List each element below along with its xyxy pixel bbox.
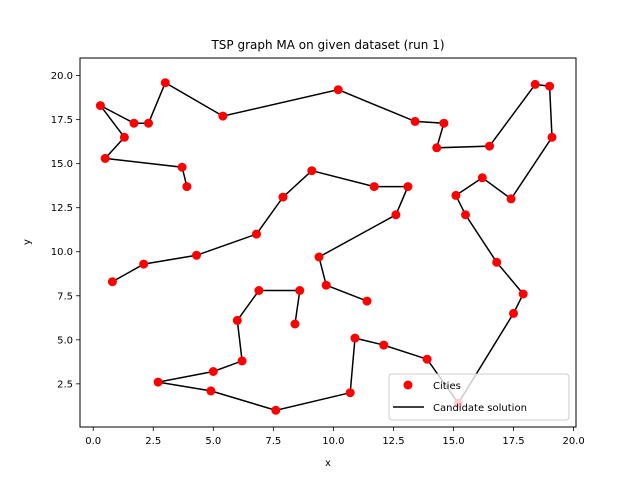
city-point-25	[278, 192, 288, 202]
plot-area	[80, 58, 576, 427]
city-point-24	[182, 182, 192, 192]
city-point-12	[432, 143, 442, 153]
legend-label-solution: Candidate solution	[433, 403, 527, 414]
city-point-17	[160, 78, 170, 88]
legend-box	[388, 373, 570, 421]
city-point-32	[362, 296, 372, 306]
city-point-29	[391, 210, 401, 220]
city-point-42	[350, 333, 360, 343]
city-point-27	[369, 182, 379, 192]
city-point-9	[545, 81, 555, 91]
city-point-36	[237, 356, 247, 366]
city-point-1	[509, 308, 518, 318]
x-tick-label-0: 0.0	[85, 436, 101, 447]
city-point-47	[139, 259, 149, 269]
city-point-39	[206, 386, 216, 396]
y-tick-label-3: 10.0	[51, 247, 73, 258]
city-point-20	[95, 101, 105, 111]
city-point-14	[410, 116, 420, 126]
city-point-26	[307, 166, 317, 176]
city-point-30	[314, 252, 324, 262]
legend-label-cities: Cities	[433, 381, 461, 392]
x-tick-label-3: 7.5	[265, 436, 281, 447]
city-point-40	[271, 405, 281, 415]
city-point-34	[254, 286, 264, 295]
plot-frame	[79, 57, 577, 428]
x-tick-label-8: 20.0	[562, 436, 584, 447]
solution-path-1	[112, 169, 410, 302]
city-point-4	[461, 210, 470, 220]
city-point-43	[379, 340, 389, 350]
solution-path-2	[157, 289, 459, 412]
x-tick-label-4: 10.0	[322, 436, 344, 447]
city-point-46	[107, 277, 117, 287]
city-point-21	[119, 132, 129, 142]
city-point-35	[232, 315, 242, 325]
x-tick-label-2: 5.0	[205, 436, 221, 447]
city-point-33	[295, 286, 305, 295]
city-point-2	[518, 289, 528, 299]
x-tick-label-1: 2.5	[145, 436, 161, 447]
chart-title: TSP graph MA on given dataset (run 1)	[210, 38, 444, 52]
y-tick-label-6: 17.5	[51, 115, 73, 126]
city-point-18	[144, 118, 153, 128]
city-point-10	[530, 79, 540, 89]
legend-marker-cities	[403, 380, 413, 390]
city-point-6	[477, 173, 487, 183]
city-point-5	[451, 190, 461, 200]
y-tick-label-1: 5.0	[57, 335, 73, 346]
city-point-11	[485, 141, 494, 151]
x-tick-label-6: 15.0	[442, 436, 464, 447]
city-point-41	[345, 388, 355, 398]
x-tick-label-7: 17.5	[502, 436, 524, 447]
y-tick-label-2: 7.5	[57, 291, 73, 302]
city-point-28	[403, 182, 413, 192]
city-point-37	[208, 367, 218, 376]
city-point-16	[218, 111, 228, 121]
x-tick-label-5: 12.5	[382, 436, 404, 447]
city-point-31	[321, 280, 331, 290]
city-point-49	[252, 229, 261, 239]
city-point-23	[177, 162, 187, 172]
plot-layer	[95, 78, 557, 415]
city-point-44	[422, 354, 432, 364]
city-point-38	[153, 377, 163, 387]
y-tick-label-4: 12.5	[51, 203, 73, 214]
x-axis-label: x	[325, 458, 331, 469]
city-point-13	[439, 118, 449, 128]
city-point-22	[100, 153, 110, 163]
city-point-19	[129, 118, 139, 128]
y-tick-label-7: 20.0	[51, 71, 73, 82]
city-point-7	[506, 194, 516, 204]
city-point-48	[192, 250, 201, 260]
city-point-45	[290, 319, 300, 329]
y-axis-label: y	[22, 239, 33, 245]
ticks-layer: 0.0 2.5 5.0 7.5 10.0 12.5 15.0 17.5 20.0 2.5 5.0 7.…	[51, 71, 585, 447]
legend: Cities Candidate solution	[388, 373, 570, 421]
city-point-15	[333, 85, 343, 95]
y-tick-label-5: 15.0	[51, 159, 73, 170]
y-tick-label-0: 2.5	[57, 379, 73, 390]
city-point-8	[547, 132, 557, 142]
city-point-3	[492, 257, 502, 267]
